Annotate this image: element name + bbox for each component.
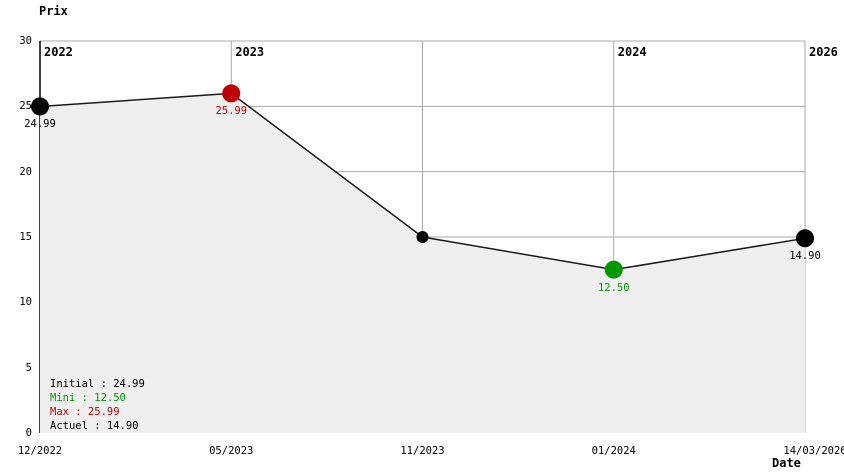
legend-initial: Initial : 24.99 (50, 378, 145, 390)
point-value-label: 24.99 (24, 118, 56, 131)
year-marker-2026: 2026 (809, 45, 838, 59)
y-tick-label: 20 (19, 165, 32, 178)
data-point-11-2023[interactable] (416, 231, 429, 243)
point-value-label: 12.50 (597, 281, 630, 294)
x-tick-label: 01/2024 (591, 445, 636, 457)
x-tick-label: 14/03/2026 (783, 445, 844, 457)
y-tick-label: 25 (19, 100, 32, 113)
price-summary-legend: Initial : 24.99 Mini : 12.50 Max : 25.99 Ac… (50, 377, 145, 433)
point-value-label: 14.90 (789, 250, 821, 263)
y-tick-label: 0 (25, 427, 32, 439)
y-tick-label: 5 (25, 361, 32, 374)
year-marker-2023: 2023 (235, 45, 265, 59)
y-tick-label: 15 (19, 231, 32, 243)
point-value-label: 25.99 (215, 105, 248, 118)
legend-actuel: Actuel : 14.90 (50, 420, 139, 432)
data-point-05-2023[interactable] (222, 84, 241, 103)
area-fill (40, 93, 805, 433)
data-point-14-03-2026[interactable] (796, 229, 814, 248)
y-axis-title: Prix (39, 4, 68, 18)
legend-mini: Mini : 12.50 (50, 392, 126, 404)
y-tick-label: 30 (19, 35, 32, 47)
x-tick-label: 11/2023 (400, 445, 445, 457)
year-marker-2024: 2024 (617, 45, 647, 59)
year-marker-2022: 2022 (44, 45, 73, 59)
y-tick-label: 10 (19, 296, 32, 309)
x-axis-title: Date (772, 456, 801, 470)
x-tick-label: 05/2023 (209, 445, 254, 457)
legend-max: Max : 25.99 (50, 406, 120, 418)
data-point-01-2024[interactable] (604, 260, 623, 279)
x-tick-label: 12/2022 (17, 445, 63, 457)
data-point-12-2022[interactable] (31, 97, 49, 116)
